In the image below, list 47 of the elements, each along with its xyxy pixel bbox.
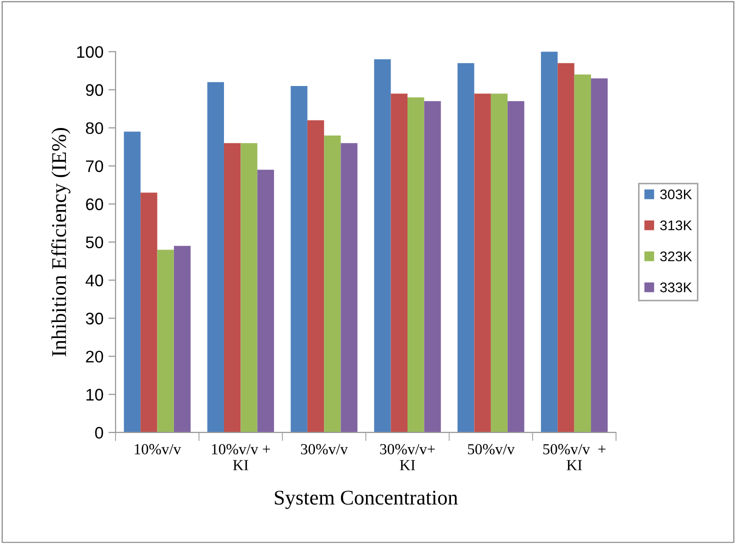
bar xyxy=(140,192,158,432)
x-tick-label: 30%v/v+ KI xyxy=(380,444,435,470)
bar xyxy=(508,101,524,432)
x-tick-label: 10%v/v + KI xyxy=(212,444,270,470)
y-axis-title: Inhibition Efficiency (IE%) xyxy=(51,128,70,356)
bar xyxy=(207,82,224,432)
y-tick-label: 40 xyxy=(86,274,104,286)
bar xyxy=(174,246,191,432)
bar xyxy=(240,143,258,432)
legend-label: 303K xyxy=(660,189,692,200)
bar xyxy=(424,101,441,432)
y-tick-label: 20 xyxy=(86,350,104,363)
bar xyxy=(458,63,474,432)
x-tick-label: 50%v/v xyxy=(468,444,515,454)
bar xyxy=(591,78,608,432)
bar xyxy=(324,135,341,432)
legend-label: 313K xyxy=(660,220,692,230)
legend-label: 333K xyxy=(660,282,692,292)
y-tick-label: 30 xyxy=(86,312,104,324)
bar xyxy=(257,170,274,432)
y-tick-label: 90 xyxy=(86,84,104,96)
y-tick-label: 100 xyxy=(77,46,104,58)
y-tick-label: 10 xyxy=(86,388,104,401)
bar xyxy=(540,52,558,432)
x-tick-label: 10%v/v xyxy=(134,444,182,454)
bar xyxy=(558,63,574,432)
x-tick-label: 50%v/v + KI xyxy=(543,444,606,470)
y-tick-label: 0 xyxy=(95,426,104,439)
x-axis-title: System Concentration xyxy=(274,490,458,509)
bar xyxy=(408,97,424,432)
legend-label: 323K xyxy=(660,251,692,262)
bar xyxy=(124,132,141,432)
bar xyxy=(490,94,508,432)
bar xyxy=(290,86,308,432)
y-tick-label: 80 xyxy=(86,122,104,134)
bar xyxy=(224,143,241,432)
x-tick-label: 30%v/v xyxy=(301,444,348,454)
bar xyxy=(307,120,324,432)
bar xyxy=(474,94,491,432)
bar xyxy=(157,250,174,432)
bar xyxy=(390,94,408,432)
y-tick-label: 60 xyxy=(86,198,104,210)
y-tick-label: 70 xyxy=(86,160,104,172)
bar xyxy=(374,59,391,432)
bar xyxy=(340,143,358,432)
y-tick-label: 50 xyxy=(86,236,104,248)
bar xyxy=(574,74,592,432)
